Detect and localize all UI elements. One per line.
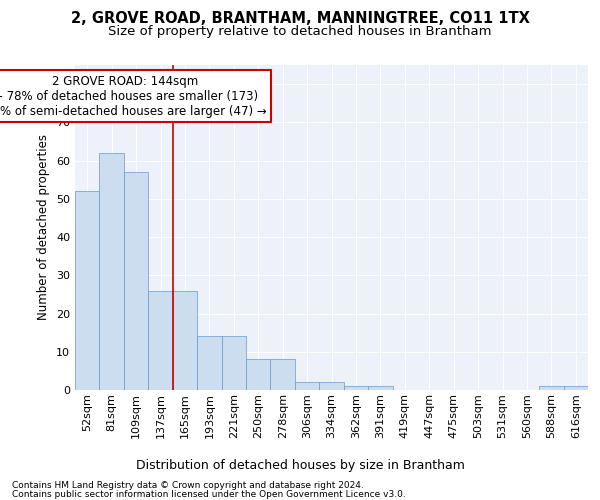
- Text: 2 GROVE ROAD: 144sqm
← 78% of detached houses are smaller (173)
21% of semi-deta: 2 GROVE ROAD: 144sqm ← 78% of detached h…: [0, 74, 266, 118]
- Text: Contains HM Land Registry data © Crown copyright and database right 2024.: Contains HM Land Registry data © Crown c…: [12, 481, 364, 490]
- Bar: [221, 336, 246, 390]
- Bar: [344, 386, 368, 390]
- Bar: [75, 191, 100, 390]
- Bar: [197, 336, 221, 390]
- Text: Distribution of detached houses by size in Brantham: Distribution of detached houses by size …: [136, 460, 464, 472]
- Bar: [173, 290, 197, 390]
- Text: Size of property relative to detached houses in Brantham: Size of property relative to detached ho…: [108, 25, 492, 38]
- Text: Contains public sector information licensed under the Open Government Licence v3: Contains public sector information licen…: [12, 490, 406, 499]
- Bar: [563, 386, 588, 390]
- Bar: [246, 360, 271, 390]
- Bar: [148, 290, 173, 390]
- Y-axis label: Number of detached properties: Number of detached properties: [37, 134, 50, 320]
- Bar: [124, 172, 148, 390]
- Bar: [319, 382, 344, 390]
- Bar: [100, 153, 124, 390]
- Text: 2, GROVE ROAD, BRANTHAM, MANNINGTREE, CO11 1TX: 2, GROVE ROAD, BRANTHAM, MANNINGTREE, CO…: [71, 11, 529, 26]
- Bar: [271, 360, 295, 390]
- Bar: [539, 386, 563, 390]
- Bar: [295, 382, 319, 390]
- Bar: [368, 386, 392, 390]
